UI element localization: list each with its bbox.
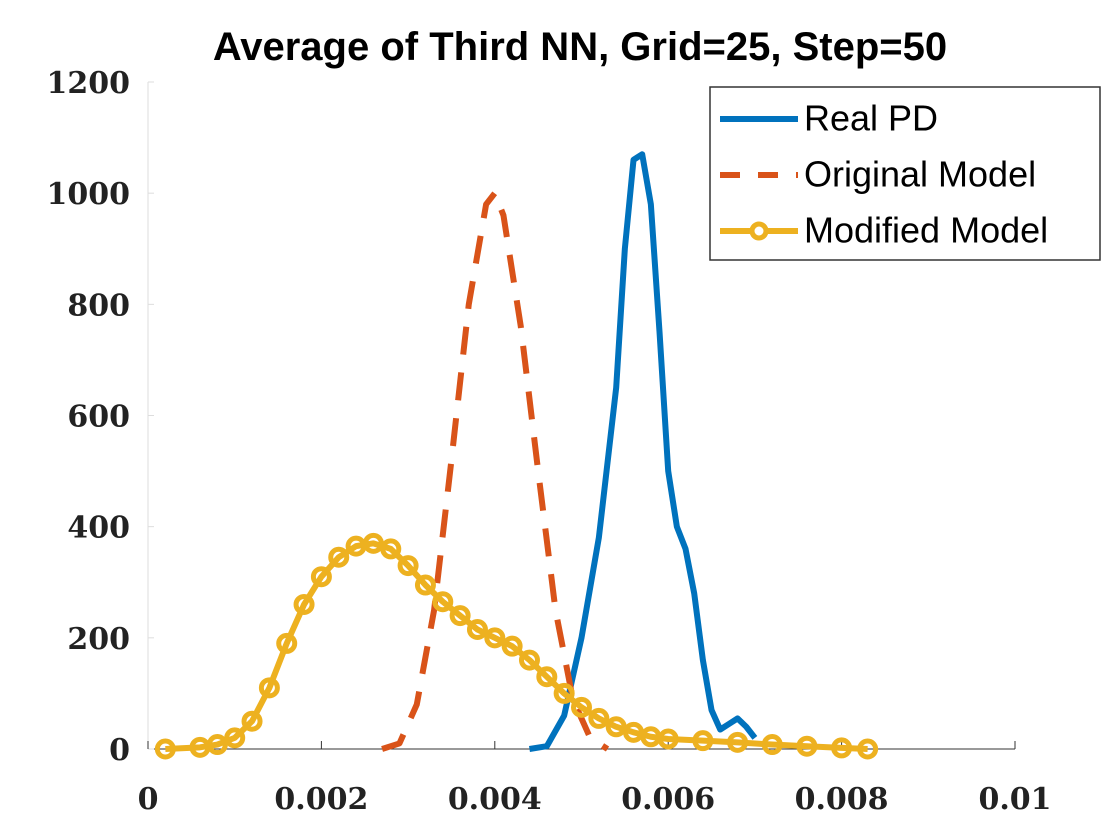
x-tick-label: 0.004 (448, 782, 542, 817)
x-tick-label: 0.006 (621, 782, 715, 817)
y-tick-label: 1000 (47, 177, 131, 212)
series-marker (258, 677, 280, 699)
series-marker (241, 710, 263, 732)
series-marker (553, 682, 575, 704)
series-line (529, 151, 758, 752)
series-marker (276, 632, 298, 654)
y-tick-label: 0 (109, 733, 130, 768)
series-marker (397, 555, 419, 577)
series-marker (432, 591, 454, 613)
y-tick-label: 600 (67, 400, 130, 435)
legend-label: Modified Model (804, 210, 1048, 251)
legend-label: Real PD (804, 98, 938, 139)
series-marker (831, 737, 853, 759)
series-marker (466, 618, 488, 640)
series-marker (727, 731, 749, 753)
series-marker (414, 574, 436, 596)
series-marker (796, 735, 818, 757)
legend-label: Original Model (804, 154, 1036, 195)
chart-title: Average of Third NN, Grid=25, Step=50 (213, 25, 947, 69)
y-tick-label: 200 (67, 622, 130, 657)
series-marker (761, 734, 783, 756)
x-tick-label: 0.01 (978, 782, 1051, 817)
y-tick-label: 800 (67, 288, 130, 323)
series-marker (362, 532, 384, 554)
series-marker (224, 727, 246, 749)
series-marker (206, 734, 228, 756)
x-tick-label: 0.008 (795, 782, 889, 817)
series-marker (692, 730, 714, 752)
y-tick-label: 400 (67, 511, 130, 546)
series-marker (484, 627, 506, 649)
series-marker (857, 738, 879, 760)
legend-marker (749, 221, 769, 241)
series-marker (536, 666, 558, 688)
series-marker (605, 716, 627, 738)
x-tick-label: 0.002 (274, 782, 368, 817)
series-marker (154, 738, 176, 760)
series-marker (293, 593, 315, 615)
series-marker (328, 546, 350, 568)
series-line (381, 190, 610, 752)
x-tick-label: 0 (138, 782, 159, 817)
series-marker (571, 696, 592, 718)
series-marker (310, 566, 332, 588)
series-marker (657, 728, 679, 750)
series-marker (380, 538, 402, 560)
series-marker (588, 707, 610, 729)
series-line (165, 540, 868, 752)
y-tick-label: 1200 (47, 66, 131, 101)
series-marker (449, 605, 471, 627)
series-marker (518, 649, 540, 671)
series-marker (501, 635, 523, 657)
